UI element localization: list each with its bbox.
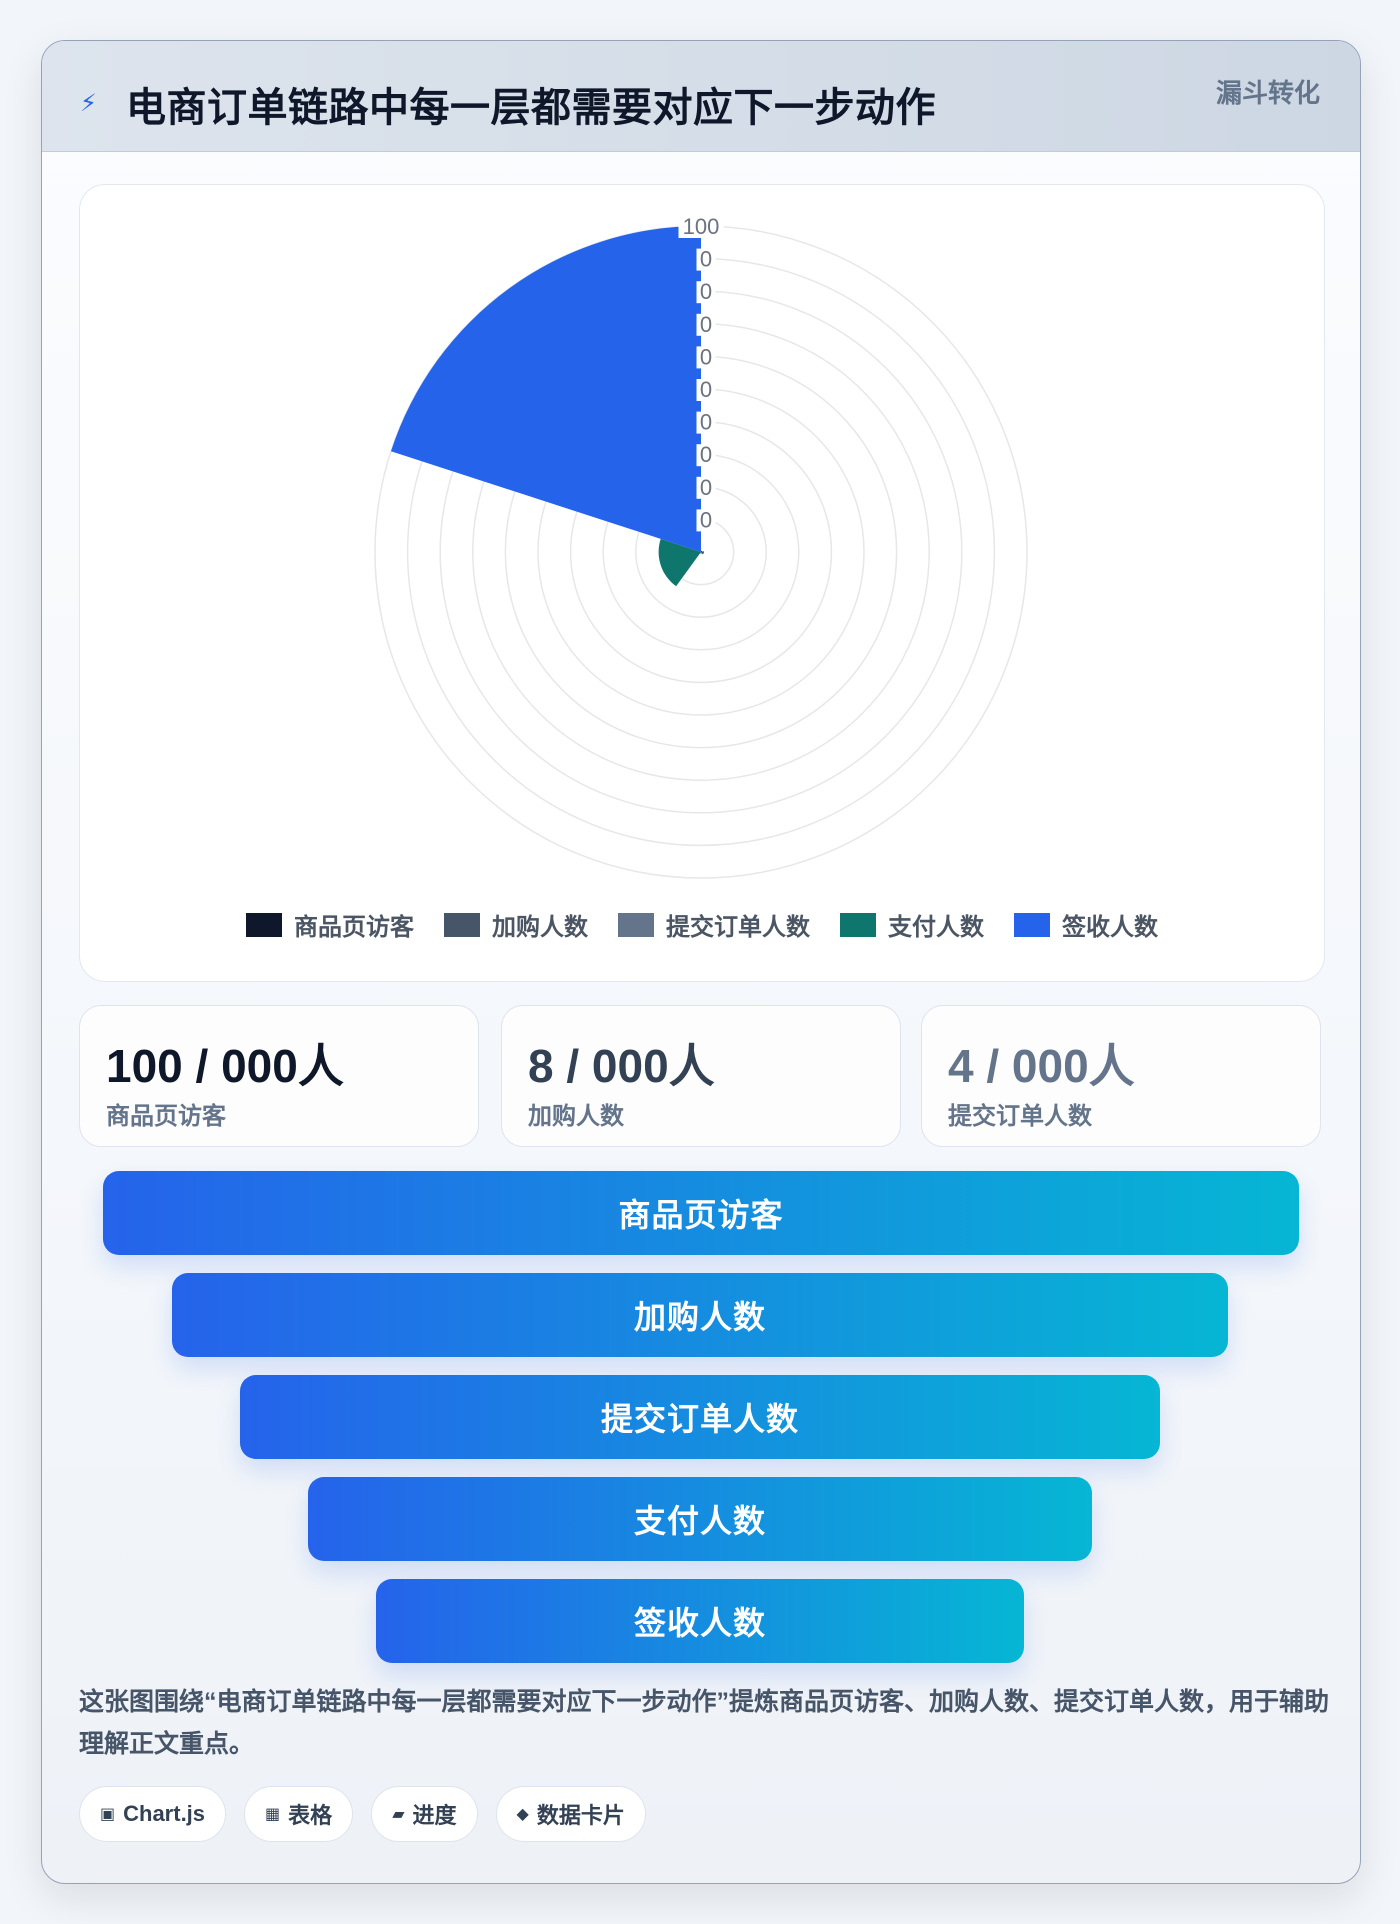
diamond-icon: ◆: [516, 1806, 529, 1823]
r-tick-label: 100: [683, 214, 720, 239]
legend-swatch: [840, 912, 876, 937]
legend-label: 商品页访客: [294, 914, 414, 941]
r-tick-label: 0: [700, 475, 712, 500]
r-tick-label: 0: [700, 344, 712, 369]
r-tick-backdrop: [696, 248, 716, 271]
chart-container: 100 0 0 0 0 0 0 0 0 0 商品页访客 加购人数 提交订单人数 支付人数 签收人数: [79, 184, 1325, 982]
table-icon: ▦: [265, 1806, 281, 1823]
r-tick-backdrop: [696, 476, 716, 499]
r-tick-backdrop: [696, 379, 716, 401]
r-tick-backdrop: [696, 313, 716, 336]
chart-description: 这张图围绕“电商订单链路中每一层都需要对应下一步动作”提炼商品页访客、加购人数、…: [79, 1688, 1330, 1758]
r-tick-label: 0: [700, 247, 712, 272]
stat-value: 4 / 000人: [948, 1040, 1135, 1092]
chart-legend: 商品页访客 加购人数 提交订单人数 支付人数 签收人数: [80, 907, 1324, 942]
r-tick-backdrop: [696, 281, 716, 304]
pill-label: 数据卡片: [536, 1803, 625, 1828]
r-tick-backdrop: [696, 509, 716, 532]
legend-item[interactable]: 提交订单人数: [618, 907, 810, 942]
stat-value: 8 / 000人: [528, 1040, 715, 1092]
pill-label: 进度: [412, 1803, 457, 1828]
legend-swatch: [1014, 912, 1050, 937]
funnel-step: 签收人数: [376, 1579, 1024, 1663]
r-tick-backdrop: [696, 444, 716, 467]
polar-sector[interactable]: [390, 226, 701, 552]
r-tick-label: 0: [700, 442, 712, 467]
funnel-step: 提交订单人数: [240, 1375, 1160, 1459]
legend-item[interactable]: 商品页访客: [246, 907, 414, 942]
stats-row: 100 / 000人 商品页访客 8 / 000人 加购人数 4 / 000人 …: [79, 1005, 1323, 1147]
stat-label: 提交订单人数: [948, 1103, 1092, 1130]
legend-label: 提交订单人数: [666, 914, 810, 941]
stat-card: 4 / 000人 提交订单人数: [921, 1005, 1321, 1147]
legend-item[interactable]: 支付人数: [840, 907, 984, 942]
tag-pills: ▣ Chart.js ▦ 表格 ▰ 进度 ◆ 数据卡片: [79, 1786, 646, 1842]
r-tick-backdrop: [696, 411, 716, 434]
polar-sector[interactable]: [701, 550, 703, 552]
lightning-icon: ⚡: [80, 90, 97, 117]
pill-progress[interactable]: ▰ 进度: [371, 1786, 478, 1842]
legend-item[interactable]: 签收人数: [1014, 907, 1158, 942]
polar-area-chart: 100 0 0 0 0 0 0 0 0 0: [374, 214, 1028, 879]
stat-label: 加购人数: [528, 1103, 624, 1130]
chart-icon: ▣: [100, 1806, 116, 1823]
r-tick-label: 0: [700, 410, 712, 435]
legend-label: 签收人数: [1062, 914, 1158, 941]
legend-label: 支付人数: [888, 914, 984, 941]
category-tag: 漏斗转化: [1215, 78, 1320, 108]
page-title: 电商订单链路中每一层都需要对应下一步动作: [126, 86, 936, 130]
r-tick-label: 0: [700, 377, 712, 402]
pill-data-card[interactable]: ◆ 数据卡片: [495, 1786, 646, 1842]
stat-label: 商品页访客: [106, 1103, 226, 1130]
pill-label: Chart.js: [123, 1801, 206, 1826]
funnel-step: 加购人数: [172, 1273, 1228, 1357]
r-tick-backdrop: [696, 346, 716, 369]
stat-card: 8 / 000人 加购人数: [501, 1005, 901, 1147]
pill-table[interactable]: ▦ 表格: [244, 1786, 354, 1842]
legend-swatch: [246, 912, 282, 937]
stat-card: 100 / 000人 商品页访客: [79, 1005, 479, 1147]
r-tick-backdrop: [678, 216, 724, 238]
legend-swatch: [618, 912, 654, 937]
progress-icon: ▰: [392, 1806, 405, 1823]
funnel-step: 商品页访客: [103, 1171, 1299, 1255]
legend-item[interactable]: 加购人数: [444, 907, 588, 942]
funnel-step: 支付人数: [308, 1477, 1092, 1561]
pill-label: 表格: [288, 1803, 333, 1828]
r-tick-label: 0: [700, 507, 712, 532]
card-header: ⚡ 电商订单链路中每一层都需要对应下一步动作 漏斗转化: [42, 41, 1360, 152]
polar-sector[interactable]: [700, 552, 702, 554]
polar-sector[interactable]: [701, 551, 704, 555]
polar-sector[interactable]: [658, 538, 701, 587]
r-tick-label: 0: [700, 312, 712, 337]
pill-chartjs[interactable]: ▣ Chart.js: [79, 1786, 227, 1842]
r-tick-label: 0: [700, 279, 712, 304]
legend-label: 加购人数: [492, 914, 588, 941]
chart-card: ⚡ 电商订单链路中每一层都需要对应下一步动作 漏斗转化 100 0 0 0 0 0 0 0 0 0…: [41, 40, 1361, 1884]
legend-swatch: [444, 912, 480, 937]
stat-value: 100 / 000人: [106, 1040, 344, 1092]
